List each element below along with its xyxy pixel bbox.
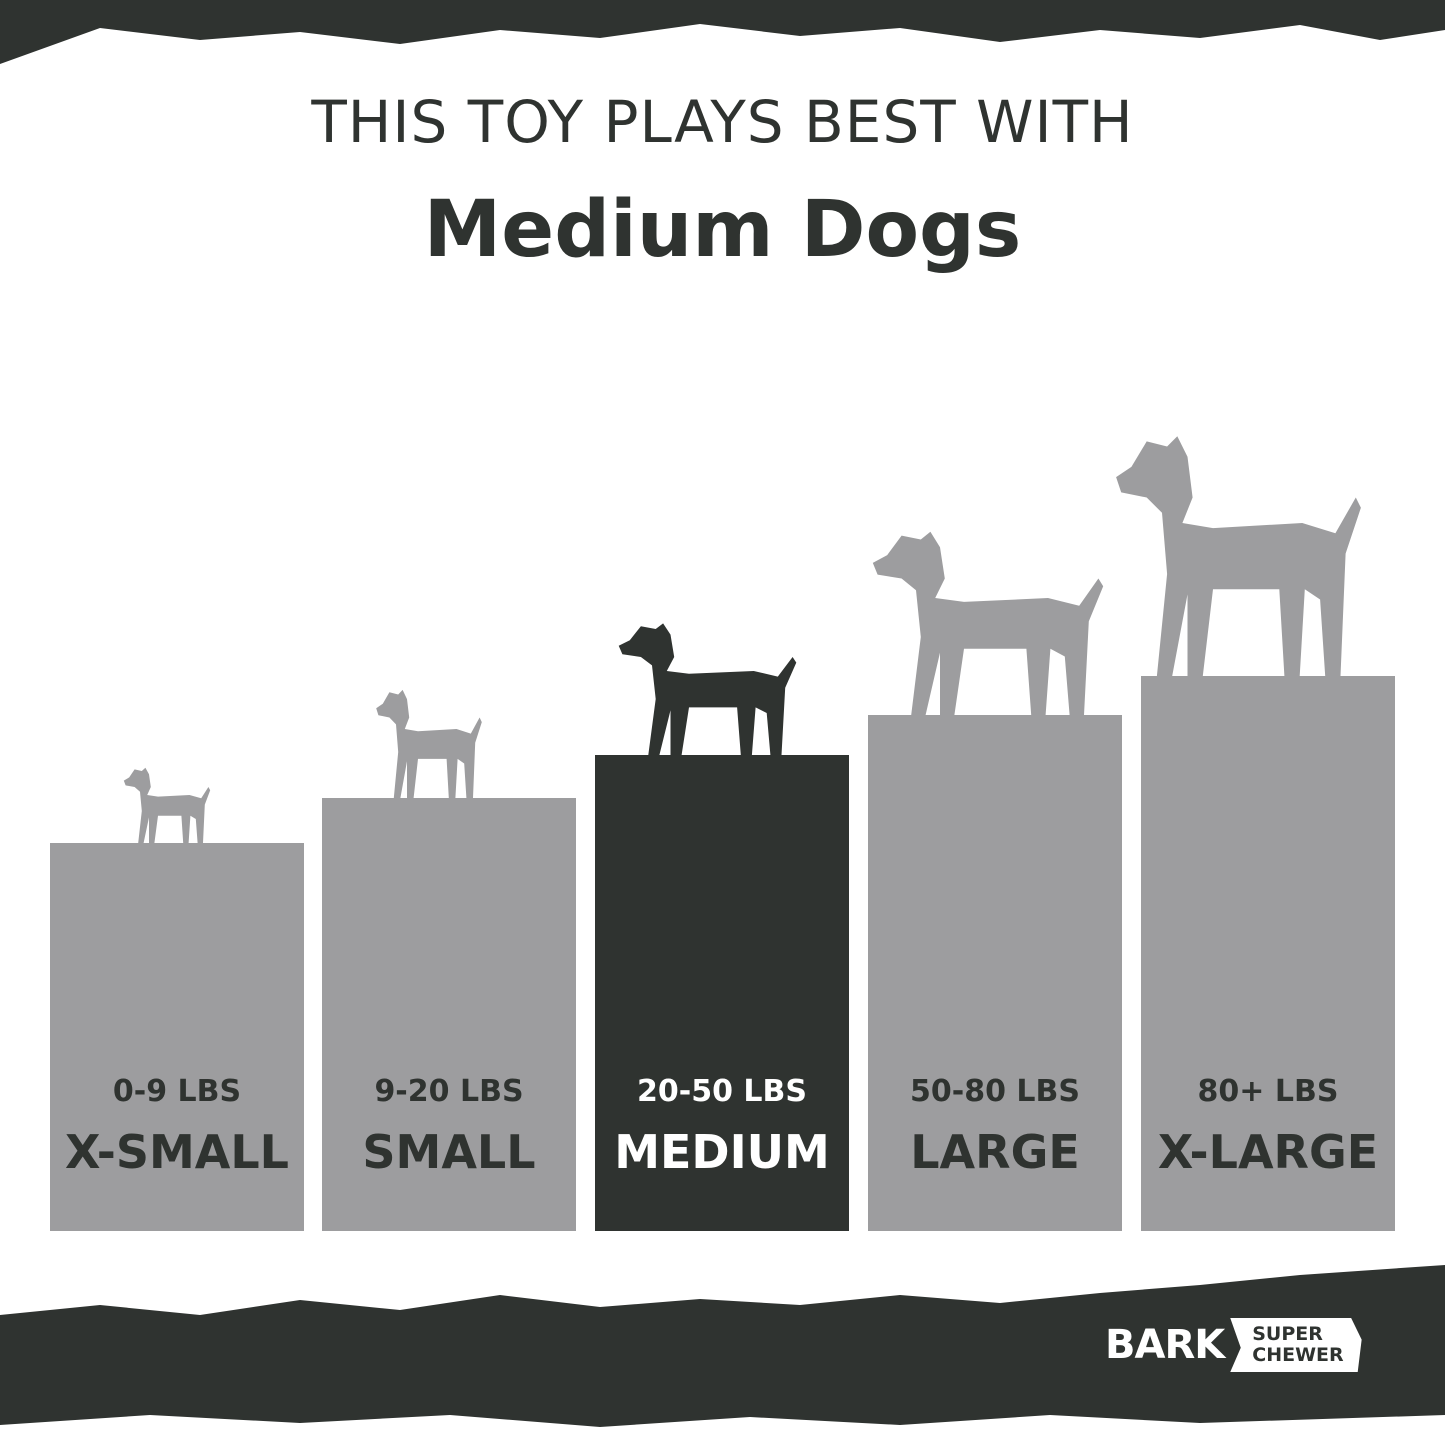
size-bar-x-small: 0-9 LBS X-SMALL — [50, 843, 304, 1231]
great-dane-silhouette-icon — [1116, 436, 1361, 676]
bark-super-chewer-logo: BARK SUPER CHEWER — [1105, 1318, 1362, 1372]
logo-line1: SUPER — [1252, 1323, 1323, 1345]
chihuahua-silhouette-icon — [123, 767, 211, 843]
retriever-silhouette-icon — [872, 531, 1104, 715]
weight-range: 50-80 LBS — [910, 1074, 1080, 1109]
logo-brand: BARK — [1105, 1322, 1225, 1368]
labrador-silhouette-icon — [618, 623, 797, 755]
weight-range: 20-50 LBS — [637, 1074, 807, 1109]
size-label: MEDIUM — [614, 1125, 830, 1179]
size-title: Medium Dogs — [423, 185, 1022, 275]
size-label: SMALL — [362, 1125, 536, 1179]
size-bar-x-large: 80+ LBS X-LARGE — [1141, 676, 1395, 1231]
torn-paper-top — [0, 0, 1445, 64]
headline: THIS TOY PLAYS BEST WITH — [311, 88, 1134, 156]
weight-range: 0-9 LBS — [112, 1074, 242, 1109]
torn-paper-bottom — [0, 1265, 1445, 1445]
weight-range: 80+ LBS — [1197, 1074, 1339, 1109]
size-label: LARGE — [910, 1125, 1080, 1179]
size-bar-medium: 20-50 LBS MEDIUM — [595, 755, 849, 1231]
size-label: X-SMALL — [65, 1125, 289, 1179]
terrier-silhouette-icon — [376, 689, 482, 798]
logo-tag: SUPER CHEWER — [1230, 1318, 1362, 1372]
size-bar-small: 9-20 LBS SMALL — [322, 798, 576, 1231]
size-bar-large: 50-80 LBS LARGE — [868, 715, 1122, 1231]
size-label: X-LARGE — [1157, 1125, 1379, 1179]
logo-line2: CHEWER — [1252, 1344, 1344, 1366]
weight-range: 9-20 LBS — [374, 1074, 524, 1109]
